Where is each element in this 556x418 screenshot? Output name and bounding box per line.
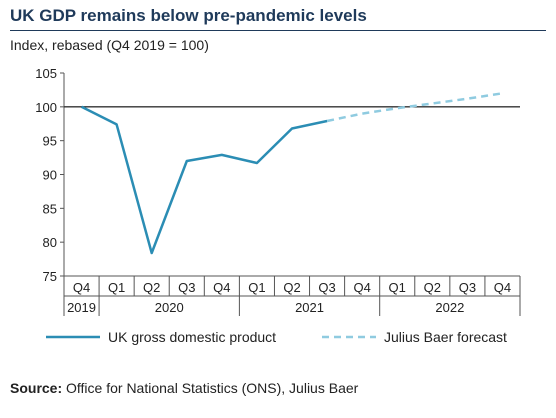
legend-forecast-label: Julius Baer forecast [384, 329, 507, 345]
x-quarter-label: Q4 [494, 280, 511, 295]
x-quarter-label: Q4 [353, 280, 370, 295]
y-tick-label: 75 [43, 269, 57, 284]
x-quarter-label: Q2 [143, 280, 160, 295]
x-quarter-label: Q2 [424, 280, 441, 295]
x-year-label: 2019 [67, 300, 96, 315]
x-year-label: 2021 [295, 300, 324, 315]
x-year-label: 2022 [435, 300, 464, 315]
x-year-label: 2020 [155, 300, 184, 315]
x-quarter-label: Q3 [459, 280, 476, 295]
y-tick-label: 95 [43, 134, 57, 149]
x-quarter-label: Q1 [389, 280, 406, 295]
y-tick-label: 90 [43, 168, 57, 183]
x-quarter-label: Q4 [213, 280, 230, 295]
x-quarter-label: Q1 [108, 280, 125, 295]
chart-subtitle: Index, rebased (Q4 2019 = 100) [10, 37, 209, 53]
legend-gdp-label: UK gross domestic product [108, 329, 276, 345]
source-text: Office for National Statistics (ONS), Ju… [62, 380, 359, 396]
title-rule [10, 30, 546, 31]
x-quarter-label: Q3 [318, 280, 335, 295]
x-quarter-label: Q4 [73, 280, 90, 295]
source-note: Source: Office for National Statistics (… [10, 380, 358, 396]
chart-title: UK GDP remains below pre-pandemic levels [10, 6, 367, 25]
gdp-series-line [80, 105, 328, 255]
y-tick-label: 80 [43, 235, 57, 250]
y-tick-label: 100 [35, 100, 57, 115]
forecast-series-line [326, 92, 503, 123]
x-quarter-label: Q1 [248, 280, 265, 295]
source-label: Source: [10, 380, 63, 396]
y-tick-label: 105 [35, 66, 57, 81]
x-quarter-label: Q2 [283, 280, 300, 295]
y-tick-label: 85 [43, 201, 57, 216]
x-quarter-label: Q3 [178, 280, 195, 295]
